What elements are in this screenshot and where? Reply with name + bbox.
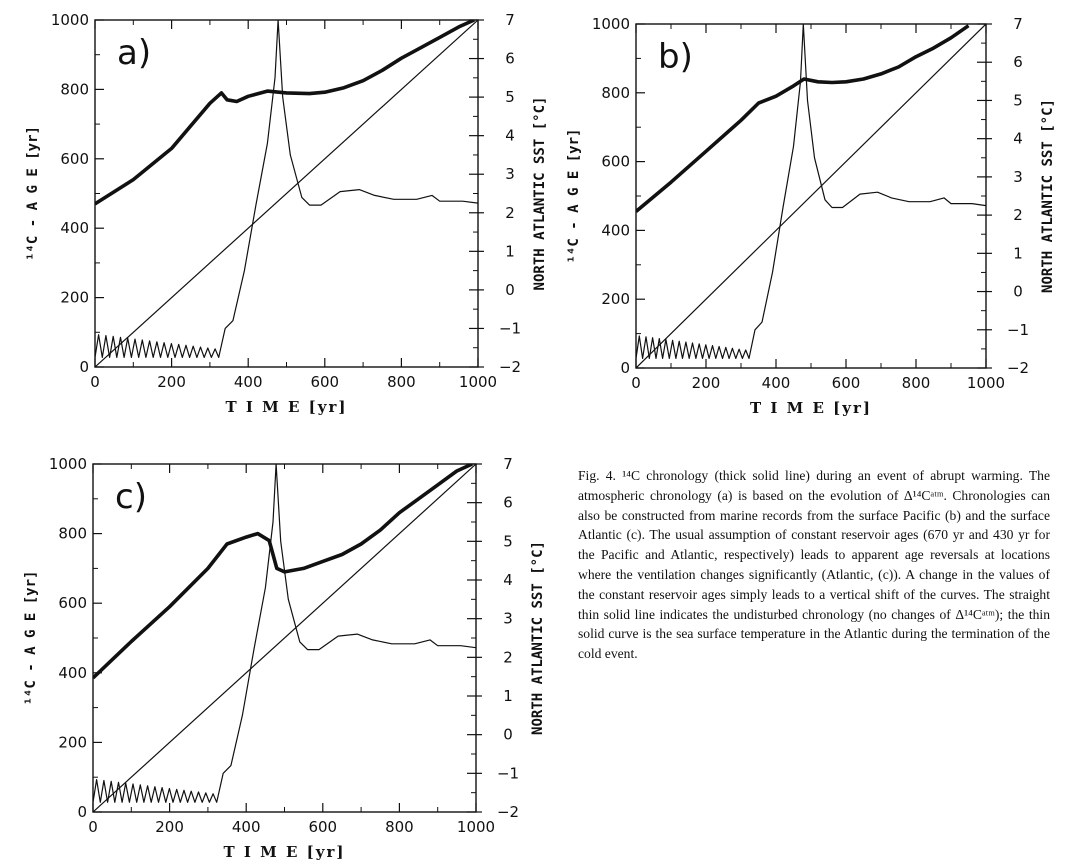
chart-c-y2-tick-label: 4 [503, 571, 513, 589]
chart-b-y2-tick-label: 0 [1013, 283, 1023, 301]
chart-c-y2-tick-label: 0 [503, 726, 513, 744]
chart-a-x-tick-label: 1000 [459, 373, 497, 391]
chart-c-y-tick-label: 600 [58, 594, 87, 612]
chart-b-y-tick-label: 0 [620, 359, 630, 377]
chart-c-x-tick-label: 200 [155, 818, 184, 836]
chart-a-series-undisturbed [95, 20, 478, 367]
chart-b-y-tick-label: 400 [601, 221, 630, 239]
chart-a-y2-tick-label: 0 [505, 281, 515, 299]
chart-b-y2-tick-label: 1 [1013, 244, 1023, 262]
chart-c-x-tick-label: 600 [308, 818, 337, 836]
chart-c-y2-tick-label: 5 [503, 532, 513, 550]
chart-a-y2-tick-label: 7 [505, 11, 515, 29]
chart-b-y2-tick-label: 4 [1013, 130, 1023, 148]
chart-c-y-tick-label: 1000 [49, 455, 87, 473]
chart-c-y-tick-label: 0 [77, 803, 87, 821]
chart-b-y-axis-label: ¹⁴C - A G E [yr] [566, 129, 582, 264]
chart-c-x-tick-label: 1000 [457, 818, 495, 836]
chart-a-y2-tick-label: −2 [499, 358, 521, 376]
chart-c-series-14c-chronology [93, 464, 473, 680]
chart-a-panel-label: a) [117, 33, 151, 73]
chart-c-x-tick-label: 400 [232, 818, 261, 836]
chart-b-y2-tick-label: 3 [1013, 168, 1023, 186]
chart-c-y2-tick-label: 2 [503, 648, 513, 666]
chart-a-y2-axis-label: NORTH ATLANTIC SST [°C] [532, 97, 548, 291]
chart-c-y-tick-label: 200 [58, 733, 87, 751]
chart-a-x-axis-label: T I M E [yr] [226, 398, 348, 416]
chart-b-y-tick-label: 200 [601, 290, 630, 308]
chart-c-x-axis-label: T I M E [yr] [224, 843, 346, 860]
chart-a-y-tick-label: 200 [60, 289, 89, 307]
chart-a-y-tick-label: 400 [60, 219, 89, 237]
chart-b-x-tick-label: 800 [902, 374, 931, 392]
chart-b-panel-label: b) [658, 37, 693, 77]
chart-b-x-axis-label: T I M E [yr] [750, 399, 872, 417]
chart-c-y2-tick-label: 1 [503, 687, 513, 705]
chart-a-x-tick-label: 0 [90, 373, 100, 391]
chart-c-y2-tick-label: 6 [503, 494, 513, 512]
chart-a-y2-tick-label: 3 [505, 165, 515, 183]
chart-a-y2-tick-label: 2 [505, 204, 515, 222]
chart-c-x-tick-label: 0 [88, 818, 98, 836]
chart-c-y-axis-label: ¹⁴C - A G E [yr] [23, 571, 39, 706]
chart-b-x-tick-label: 1000 [967, 374, 1005, 392]
chart-c-y2-tick-label: 3 [503, 610, 513, 628]
chart-a-series-sst [95, 20, 478, 358]
chart-b-x-tick-label: 600 [832, 374, 861, 392]
chart-a-y2-tick-label: 6 [505, 50, 515, 68]
chart-a-y2-tick-label: −1 [499, 319, 521, 337]
chart-c-y2-axis-label: NORTH ATLANTIC SST [°C] [530, 541, 546, 735]
chart-b-x-tick-label: 400 [762, 374, 791, 392]
chart-a-x-tick-label: 600 [310, 373, 339, 391]
chart-a-y2-tick-label: 1 [505, 242, 515, 260]
chart-c-y-tick-label: 800 [58, 525, 87, 543]
chart-c-series-undisturbed [93, 464, 476, 812]
figure-caption: Fig. 4. ¹⁴C chronology (thick solid line… [578, 468, 1050, 662]
chart-a-x-tick-label: 400 [234, 373, 263, 391]
chart-a-x-tick-label: 200 [157, 373, 186, 391]
chart-c-y2-tick-label: −2 [497, 803, 519, 821]
chart-c-y2-tick-label: 7 [503, 455, 513, 473]
chart-a-y2-tick-label: 5 [505, 88, 515, 106]
chart-b-x-tick-label: 200 [692, 374, 721, 392]
chart-b-y2-tick-label: 7 [1013, 15, 1023, 33]
chart-b-y2-tick-label: 5 [1013, 91, 1023, 109]
chart-c-x-tick-label: 800 [385, 818, 414, 836]
chart-b-series-14c-chronology [636, 24, 970, 213]
chart-c-panel-label: c) [115, 477, 147, 517]
chart-a-x-tick-label: 800 [387, 373, 416, 391]
chart-b-y2-tick-label: 2 [1013, 206, 1023, 224]
chart-a-y-axis-label: ¹⁴C - A G E [yr] [25, 126, 41, 261]
chart-b-y2-axis-label: NORTH ATLANTIC SST [°C] [1040, 99, 1056, 293]
chart-c-y-tick-label: 400 [58, 664, 87, 682]
chart-b-y-tick-label: 1000 [592, 15, 630, 33]
chart-a-y-tick-label: 800 [60, 80, 89, 98]
chart-a-y-tick-label: 0 [79, 358, 89, 376]
chart-b-series-undisturbed [636, 24, 986, 368]
chart-b-series-sst [636, 24, 986, 359]
chart-b-y-tick-label: 800 [601, 84, 630, 102]
chart-c-series-sst [93, 464, 476, 803]
chart-b-y2-tick-label: −2 [1007, 359, 1029, 377]
chart-b-x-tick-label: 0 [631, 374, 641, 392]
chart-a-y-tick-label: 1000 [51, 11, 89, 29]
chart-a-y2-tick-label: 4 [505, 127, 515, 145]
chart-b-y2-tick-label: −1 [1007, 321, 1029, 339]
chart-b-y2-tick-label: 6 [1013, 53, 1023, 71]
chart-c-y2-tick-label: −1 [497, 764, 519, 782]
chart-b-y-tick-label: 600 [601, 153, 630, 171]
chart-a-series-14c-chronology [95, 20, 475, 206]
chart-a-y-tick-label: 600 [60, 150, 89, 168]
